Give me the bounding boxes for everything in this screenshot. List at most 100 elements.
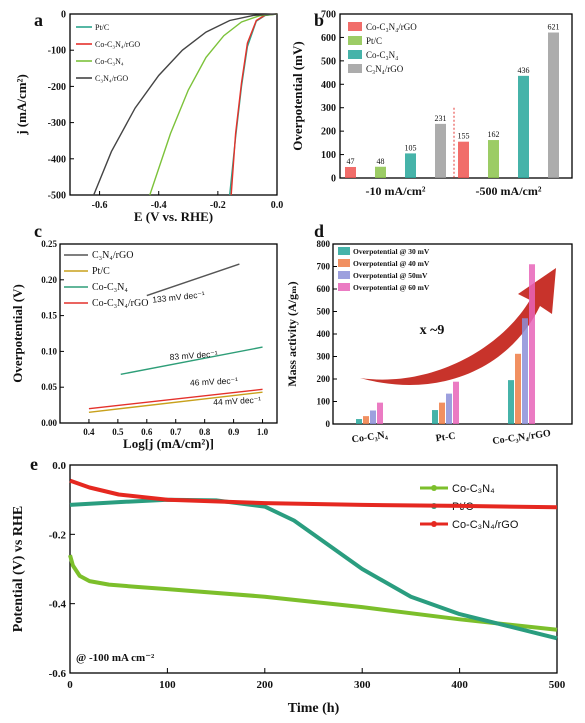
panel-b-ytick-label: 100 [321,150,336,161]
panel-c-xtick-label: 0.5 [112,427,124,437]
panel-e-xtick-label: 200 [257,679,274,691]
panel-a-xlabel: E (V vs. RHE) [134,209,213,224]
panel-b-ytick-label: 400 [321,80,336,91]
panel-a-label: a [34,10,43,30]
panel-e-xtick-label: 400 [451,679,468,691]
panel-b-category-label: -10 mA/cm² [366,184,426,198]
panel-c-ytick-label: 0.15 [41,311,57,321]
panel-b-data-label: 105 [405,143,417,152]
panel-a-ytick-label: -300 [48,118,66,129]
panel-c-slope-annotation: 83 mV dec⁻¹ [169,349,218,362]
panel-a-xtick-label: -0.2 [210,200,226,211]
panel-c-ytick-label: 0.20 [41,275,57,285]
panel-b-data-label: 155 [458,132,470,141]
panel-d-ytick-label: 700 [317,262,331,272]
panel-d-bar [515,353,521,424]
panel-d-legend-label: Overpotential @ 30 mV [353,247,430,256]
panel-e-legend-marker [431,521,437,527]
panel-b-bar [458,141,469,178]
panel-a-series-line [230,13,278,196]
panel-d-legend-swatch [338,271,350,279]
panel-d-legend-swatch [338,259,350,267]
panel-b-legend-label: Co-C₃N₄/rGO [366,22,417,32]
panel-b-category-label: -500 mA/cm² [476,184,542,198]
panel-d-legend-swatch [338,247,350,255]
panel-c-slope-annotation: 44 mV dec⁻¹ [213,395,262,408]
panel-b-data-label: 162 [488,130,500,139]
panel-a-series-line [93,13,278,196]
panel-b-ytick-label: 600 [321,33,336,44]
panel-a-legend-label: Co-C₃N₄/rGO [95,40,140,49]
panel-c-xtick-label: 0.4 [83,427,95,437]
panel-b-ytick-label: 200 [321,127,336,138]
panel-b-label: b [314,10,324,30]
panel-d-ytick-label: 0 [326,419,331,429]
panel-a-series-line [229,13,278,196]
panel-a-ytick-label: -500 [48,191,66,202]
panel-c-legend-label: C₃N₄/rGO [92,250,133,261]
panel-a-legend-label: Pt/C [95,23,109,32]
panel-e-ytick-label: 0.0 [52,460,66,472]
panel-c-series-line [146,263,240,297]
panel-b-data-label: 47 [347,157,355,166]
panel-e-legend-label: Co-C₃N₄/rGO [452,519,519,531]
panel-d-bar [453,381,459,424]
panel-c-series-line [88,391,263,413]
panel-c-xtick-label: 0.8 [199,427,211,437]
panel-b-legend-label: Pt/C [366,36,382,46]
panel-d-bar [529,264,535,424]
panel-d-label: d [314,221,324,241]
panel-a-ytick-label: -100 [48,46,66,57]
panel-e-xtick-label: 300 [354,679,371,691]
panel-d-bar [377,402,383,424]
panel-e-xtick-label: 500 [549,679,566,691]
panel-b-bar [488,140,499,178]
panel-d-growth-arrow [360,268,556,385]
panel-a-xtick-label: -0.6 [92,200,108,211]
panel-d-legend-swatch [338,283,350,291]
panel-c-ylabel: Overpotential (V) [10,284,25,383]
panel-e-label: e [30,454,38,474]
panel-d-ytick-label: 600 [317,284,331,294]
panel-c-label: c [34,221,42,241]
panel-a-legend-label: Co-C₃N₄ [95,57,124,66]
panel-d-annotation: x ~9 [420,323,445,338]
panel-d-bar [370,410,376,424]
panel-c-ytick-label: 0.05 [41,382,57,392]
panel-a-ylabel: j (mA/cm²) [14,74,29,136]
panel-b-data-label: 48 [377,157,385,166]
panel-c-series-line [120,346,263,375]
panel-c-xtick-label: 1.0 [257,427,269,437]
panel-d-bar [363,416,369,424]
panel-d-ytick-label: 500 [317,307,331,317]
panel-b-ytick-label: 300 [321,103,336,114]
panel-e-series-line [68,554,558,632]
panel-b-axes [339,13,573,179]
panel-b-legend-label: Co-C₃N₄ [366,50,398,60]
panel-c-axes [59,243,278,424]
panel-a-legend-label: C₃N₄/rGO [95,74,128,83]
panel-b-legend-swatch [348,22,362,31]
panel-b-bar [435,123,446,178]
panel-e-legend-label: Co-C₃N₄ [452,483,495,495]
panel-d-ytick-label: 200 [317,374,331,384]
panel-d-legend-label: Overpotential @ 60 mV [353,283,430,292]
panel-b-bar [518,75,529,178]
panel-a-ytick-label: 0 [61,10,66,21]
panel-c-legend-label: Co-C₃N₄/rGO [92,298,148,309]
panel-c-ytick-label: 0.25 [41,239,57,249]
panel-d-category-label: Pt-C [435,431,456,445]
panel-a-xtick-label: 0.0 [271,200,284,211]
panel-e-axes [69,464,558,674]
panel-d-legend-label: Overpotential @ 40 mV [353,259,430,268]
panel-c-xtick-label: 0.6 [141,427,153,437]
panel-c-slope-annotation: 46 mV dec⁻¹ [190,375,239,388]
panel-e-xtick-label: 100 [159,679,176,691]
panel-d-bar [439,402,445,424]
panel-e-ytick-label: -0.6 [49,668,67,680]
panel-b-legend-swatch [348,64,362,73]
panel-b-ylabel: Overpotential (mV) [290,41,305,150]
panel-e-ytick-label: -0.2 [49,529,67,541]
panel-c-xtick-label: 0.7 [170,427,182,437]
